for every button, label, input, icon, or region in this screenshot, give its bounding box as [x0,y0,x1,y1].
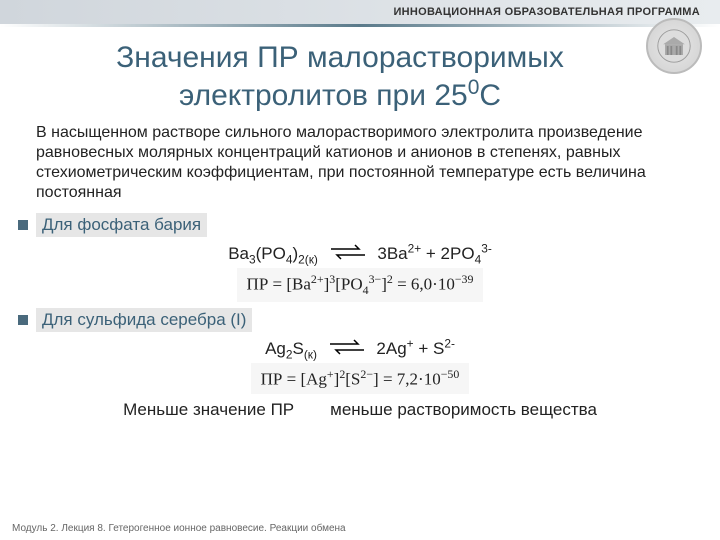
title-prefix: электролитов при 25 [179,79,468,112]
bullet-icon [18,315,28,325]
slide-title: Значения ПР малорастворимых электролитов… [0,41,720,113]
header-underline [0,24,720,27]
intro-text: В насыщенном растворе сильного малораств… [36,123,684,203]
conclusion: Меньше значение ПР меньше растворимость … [36,400,684,420]
title-suffix: С [479,79,501,112]
reaction-right: 2Ag+ + S2- [376,339,455,358]
example-1-reaction: Ba3(PO4)2(к) 3Ba2+ + 2PO43- [36,241,684,266]
example-2-title: Для сульфида серебра (I) [36,308,252,332]
equilibrium-arrows-icon [328,339,366,360]
title-sup: 0 [468,76,480,99]
content-area: В насыщенном растворе сильного малораств… [0,113,720,420]
title-line-2: электролитов при 250С [40,76,640,114]
footer-text: Модуль 2. Лекция 8. Гетерогенное ионное … [12,523,346,534]
example-2-formula: ПР = [Ag+]2[S2−] = 7,2·10−50 [36,363,684,394]
title-line-1: Значения ПР малорастворимых [40,41,640,76]
example-1-title: Для фосфата бария [36,213,207,237]
example-2-reaction: Ag2S(к) 2Ag+ + S2- [36,336,684,361]
formula-text: ПР = [Ag+]2[S2−] = 7,2·10−50 [251,363,470,394]
example-1: Для фосфата бария Ba3(PO4)2(к) 3Ba2+ + 2… [36,213,684,302]
conclusion-left: Меньше значение ПР [123,400,294,420]
header-bar: ИННОВАЦИОННАЯ ОБРАЗОВАТЕЛЬНАЯ ПРОГРАММА [0,0,720,24]
conclusion-right: меньше растворимость вещества [330,400,597,420]
reaction-left: Ba3(PO4)2(к) [228,244,318,263]
university-logo [646,18,702,74]
reaction-right: 3Ba2+ + 2PO43- [377,244,491,263]
header-badge: ИННОВАЦИОННАЯ ОБРАЗОВАТЕЛЬНАЯ ПРОГРАММА [393,6,700,18]
reaction-left: Ag2S(к) [265,339,317,358]
example-2: Для сульфида серебра (I) Ag2S(к) 2Ag+ + … [36,308,684,394]
example-1-formula: ПР = [Ba2+]3[PO43−]2 = 6,0·10−39 [36,268,684,302]
formula-text: ПР = [Ba2+]3[PO43−]2 = 6,0·10−39 [237,268,484,302]
equilibrium-arrows-icon [329,244,367,265]
bullet-icon [18,220,28,230]
